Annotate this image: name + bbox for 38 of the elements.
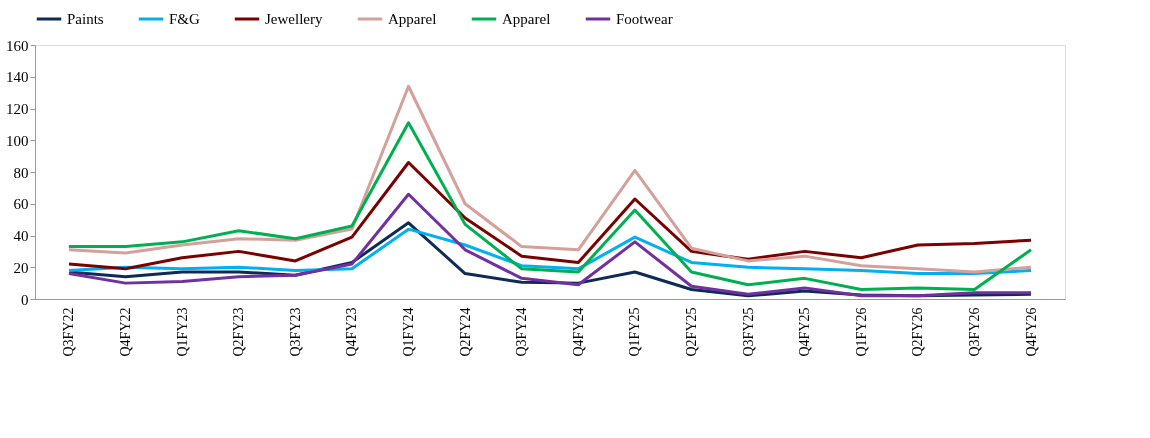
y-tick-label: 80 <box>13 164 29 181</box>
x-tick-label: Q2FY24 <box>457 307 473 357</box>
x-tick-label: Q4FY25 <box>797 307 813 357</box>
x-tick-label: Q4FY24 <box>570 307 586 357</box>
line-series <box>67 84 1033 274</box>
y-tick-label: 60 <box>13 196 29 213</box>
legend-label: Paints <box>67 11 104 27</box>
legend-label: Apparel <box>502 11 551 27</box>
line-series <box>67 121 1033 291</box>
x-tick-label: Q4FY26 <box>1023 307 1039 357</box>
x-tick-label: Q3FY25 <box>740 307 756 357</box>
x-tick-label: Q1FY25 <box>627 307 643 357</box>
x-tick-label: Q2FY23 <box>231 307 247 357</box>
legend-label: Jewellery <box>265 11 323 27</box>
x-tick-label: Q4FY22 <box>118 307 134 357</box>
x-tick-label: Q2FY26 <box>910 307 926 357</box>
y-tick-label: 20 <box>13 259 29 276</box>
y-tick-label: 140 <box>6 69 29 86</box>
legend-label: Footwear <box>616 11 673 27</box>
y-tick-label: 120 <box>6 101 29 117</box>
line-series <box>67 160 1033 271</box>
x-tick-label: Q3FY26 <box>966 307 982 357</box>
x-tick-label: Q1FY23 <box>174 307 190 357</box>
y-tick-label: 40 <box>13 228 29 244</box>
x-tick-label: Q3FY22 <box>61 307 77 357</box>
y-tick-label: 0 <box>21 291 29 308</box>
x-tick-label: Q1FY24 <box>401 307 417 357</box>
x-tick-label: Q3FY24 <box>514 307 530 357</box>
x-tick-label: Q2FY25 <box>683 307 699 357</box>
x-tick-label: Q1FY26 <box>853 307 869 357</box>
line-series <box>67 192 1033 298</box>
x-tick-label: Q3FY23 <box>287 307 303 357</box>
legend-label: Apparel <box>388 11 437 27</box>
y-tick-label: 160 <box>6 37 29 54</box>
legend-label: F&G <box>169 11 201 27</box>
x-tick-label: Q4FY23 <box>344 307 360 357</box>
y-tick-label: 100 <box>6 132 29 149</box>
line-series <box>67 227 1033 276</box>
